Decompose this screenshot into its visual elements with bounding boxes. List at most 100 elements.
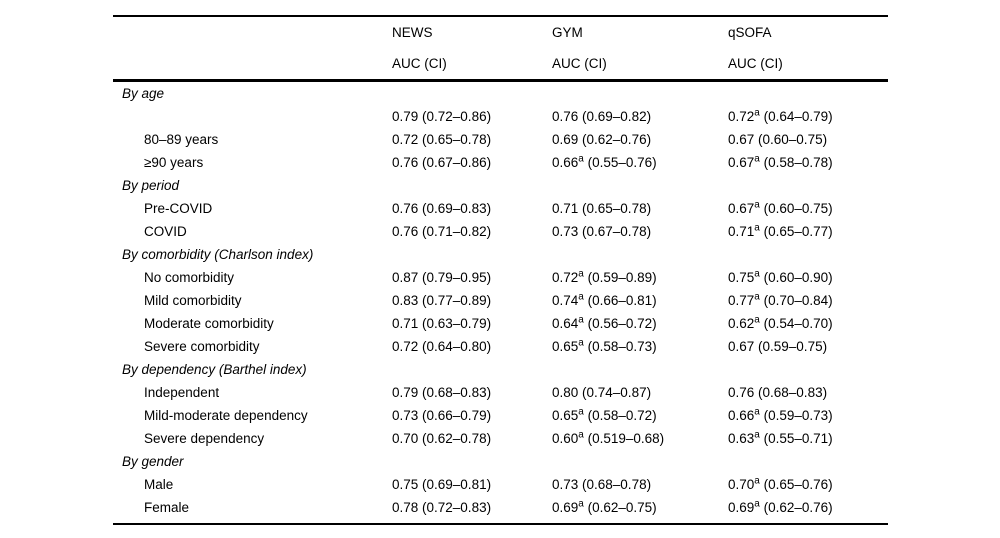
table-row: No comorbidity 0.87 (0.79–0.95) 0.72a (0.5… bbox=[113, 266, 888, 289]
row-label: Independent bbox=[144, 385, 220, 400]
footnote-marker: a bbox=[754, 500, 760, 510]
table-header: NEWS GYM qSOFA AUC (CI) AUC (CI) AUC (CI… bbox=[113, 17, 888, 82]
column-header-gym: GYM bbox=[552, 25, 583, 40]
auc-value-cell: 0.63a (0.55–0.71) bbox=[728, 431, 833, 446]
auc-value-cell: 0.74a (0.66–0.81) bbox=[552, 293, 657, 308]
table-row: Independent 0.79 (0.68–0.83) 0.80 (0.74–0.… bbox=[113, 381, 888, 404]
auc-value-cell: 0.76 (0.69–0.83) bbox=[392, 201, 492, 216]
row-label: Severe dependency bbox=[144, 431, 265, 446]
auc-value-cell: 0.79 (0.72–0.86) bbox=[392, 109, 492, 124]
subheader-news-auc-ci: AUC (CI) bbox=[392, 56, 447, 71]
table-row: COVID 0.76 (0.71–0.82) 0.73 (0.67–0.78) 0.7… bbox=[113, 220, 888, 243]
section-title: By period bbox=[122, 178, 180, 193]
footnote-marker: a bbox=[754, 155, 760, 165]
table-body: By age 0.79 (0.72–0.86) 0.76 (0.69–0.82) 0.… bbox=[113, 82, 888, 525]
row-label: Mild comorbidity bbox=[144, 293, 242, 308]
table-row: 0.79 (0.72–0.86) 0.76 (0.69–0.82) 0.72a (0… bbox=[113, 105, 888, 128]
auc-value-cell: 0.87 (0.79–0.95) bbox=[392, 270, 492, 285]
row-label: 80–89 years bbox=[144, 132, 219, 147]
auc-value-cell: 0.60a (0.519–0.68) bbox=[552, 431, 665, 446]
row-label: ≥90 years bbox=[144, 155, 204, 170]
footnote-marker: a bbox=[754, 109, 760, 119]
section-header-row: By age bbox=[113, 82, 888, 105]
footnote-marker: a bbox=[578, 339, 584, 349]
auc-value-cell: 0.70 (0.62–0.78) bbox=[392, 431, 492, 446]
auc-value-cell: 0.69 (0.62–0.76) bbox=[552, 132, 652, 147]
auc-value-cell: 0.71 (0.65–0.78) bbox=[552, 201, 652, 216]
auc-value-cell: 0.73 (0.66–0.79) bbox=[392, 408, 492, 423]
section-header-row: By comorbidity (Charlson index) bbox=[113, 243, 888, 266]
auc-value-cell: 0.72a (0.59–0.89) bbox=[552, 270, 657, 285]
auc-value-cell: 0.67 (0.60–0.75) bbox=[728, 132, 828, 147]
auc-value-cell: 0.76 (0.69–0.82) bbox=[552, 109, 652, 124]
section-title: By dependency (Barthel index) bbox=[122, 362, 307, 377]
auc-value-cell: 0.79 (0.68–0.83) bbox=[392, 385, 492, 400]
auc-value-cell: 0.67a (0.58–0.78) bbox=[728, 155, 833, 170]
auc-value-cell: 0.72 (0.64–0.80) bbox=[392, 339, 492, 354]
auc-value-cell: 0.76 (0.68–0.83) bbox=[728, 385, 828, 400]
footnote-marker: a bbox=[754, 224, 760, 234]
footnote-marker: a bbox=[754, 201, 760, 211]
footnote-marker: a bbox=[754, 270, 760, 280]
row-label: No comorbidity bbox=[144, 270, 235, 285]
footnote-marker: a bbox=[754, 316, 760, 326]
table-row: ≥90 years 0.76 (0.67–0.86) 0.66a (0.55–0.7… bbox=[113, 151, 888, 174]
section-header-row: By period bbox=[113, 174, 888, 197]
table-row: Female 0.78 (0.72–0.83) 0.69a (0.62–0.75) 0… bbox=[113, 496, 888, 519]
row-label: Male bbox=[144, 477, 174, 492]
auc-value-cell: 0.77a (0.70–0.84) bbox=[728, 293, 833, 308]
auc-value-cell: 0.75a (0.60–0.90) bbox=[728, 270, 833, 285]
auc-value-cell: 0.72 (0.65–0.78) bbox=[392, 132, 492, 147]
column-header-news: NEWS bbox=[392, 25, 433, 40]
subheader-gym-auc-ci: AUC (CI) bbox=[552, 56, 607, 71]
auc-value-cell: 0.76 (0.71–0.82) bbox=[392, 224, 492, 239]
auc-value-cell: 0.71 (0.63–0.79) bbox=[392, 316, 492, 331]
auc-value-cell: 0.73 (0.68–0.78) bbox=[552, 477, 652, 492]
auc-ci-subheader-row: AUC (CI) AUC (CI) AUC (CI) bbox=[113, 48, 888, 79]
footnote-marker: a bbox=[578, 316, 584, 326]
section-header-row: By gender bbox=[113, 450, 888, 473]
section-title: By gender bbox=[122, 454, 184, 469]
auc-value-cell: 0.70a (0.65–0.76) bbox=[728, 477, 833, 492]
footnote-marker: a bbox=[578, 155, 584, 165]
row-label: COVID bbox=[144, 224, 187, 239]
auc-value-cell: 0.83 (0.77–0.89) bbox=[392, 293, 492, 308]
auc-value-cell: 0.65a (0.58–0.72) bbox=[552, 408, 657, 423]
auc-value-cell: 0.67a (0.60–0.75) bbox=[728, 201, 833, 216]
auc-value-cell: 0.76 (0.67–0.86) bbox=[392, 155, 492, 170]
auc-value-cell: 0.80 (0.74–0.87) bbox=[552, 385, 652, 400]
footnote-marker: a bbox=[754, 408, 760, 418]
footnote-marker: a bbox=[578, 293, 584, 303]
auc-value-cell: 0.64a (0.56–0.72) bbox=[552, 316, 657, 331]
footnote-marker: a bbox=[578, 500, 584, 510]
table-row: Mild-moderate dependency 0.73 (0.66–0.79)… bbox=[113, 404, 888, 427]
row-label: Mild-moderate dependency bbox=[144, 408, 308, 423]
auc-value-cell: 0.73 (0.67–0.78) bbox=[552, 224, 652, 239]
section-title: By comorbidity (Charlson index) bbox=[122, 247, 314, 262]
table-row: 80–89 years 0.72 (0.65–0.78) 0.69 (0.62–0.… bbox=[113, 128, 888, 151]
row-label: Moderate comorbidity bbox=[144, 316, 274, 331]
auc-value-cell: 0.69a (0.62–0.76) bbox=[728, 500, 833, 515]
section-title: By age bbox=[122, 86, 165, 101]
auc-value-cell: 0.69a (0.62–0.75) bbox=[552, 500, 657, 515]
auc-value-cell: 0.72a (0.64–0.79) bbox=[728, 109, 833, 124]
table-row: Pre-COVID 0.76 (0.69–0.83) 0.71 (0.65–0.78… bbox=[113, 197, 888, 220]
auc-value-cell: 0.75 (0.69–0.81) bbox=[392, 477, 492, 492]
auc-value-cell: 0.71a (0.65–0.77) bbox=[728, 224, 833, 239]
table-row: Male 0.75 (0.69–0.81) 0.73 (0.68–0.78) 0.70… bbox=[113, 473, 888, 496]
footnote-marker: a bbox=[578, 408, 584, 418]
score-name-header-row: NEWS GYM qSOFA bbox=[113, 17, 888, 48]
footnote-marker: a bbox=[754, 431, 760, 441]
table-row: Severe comorbidity 0.72 (0.64–0.80) 0.65a … bbox=[113, 335, 888, 358]
row-label: Female bbox=[144, 500, 190, 515]
row-label: Severe comorbidity bbox=[144, 339, 260, 354]
table-row: Severe dependency 0.70 (0.62–0.78) 0.60a (… bbox=[113, 427, 888, 450]
auc-comparison-table: NEWS GYM qSOFA AUC (CI) AUC (CI) AUC (CI… bbox=[113, 15, 888, 525]
footnote-marker: a bbox=[578, 431, 584, 441]
footnote-marker: a bbox=[754, 477, 760, 487]
auc-value-cell: 0.66a (0.55–0.76) bbox=[552, 155, 657, 170]
auc-value-cell: 0.78 (0.72–0.83) bbox=[392, 500, 492, 515]
section-header-row: By dependency (Barthel index) bbox=[113, 358, 888, 381]
table-row: Mild comorbidity 0.83 (0.77–0.89) 0.74a (0… bbox=[113, 289, 888, 312]
